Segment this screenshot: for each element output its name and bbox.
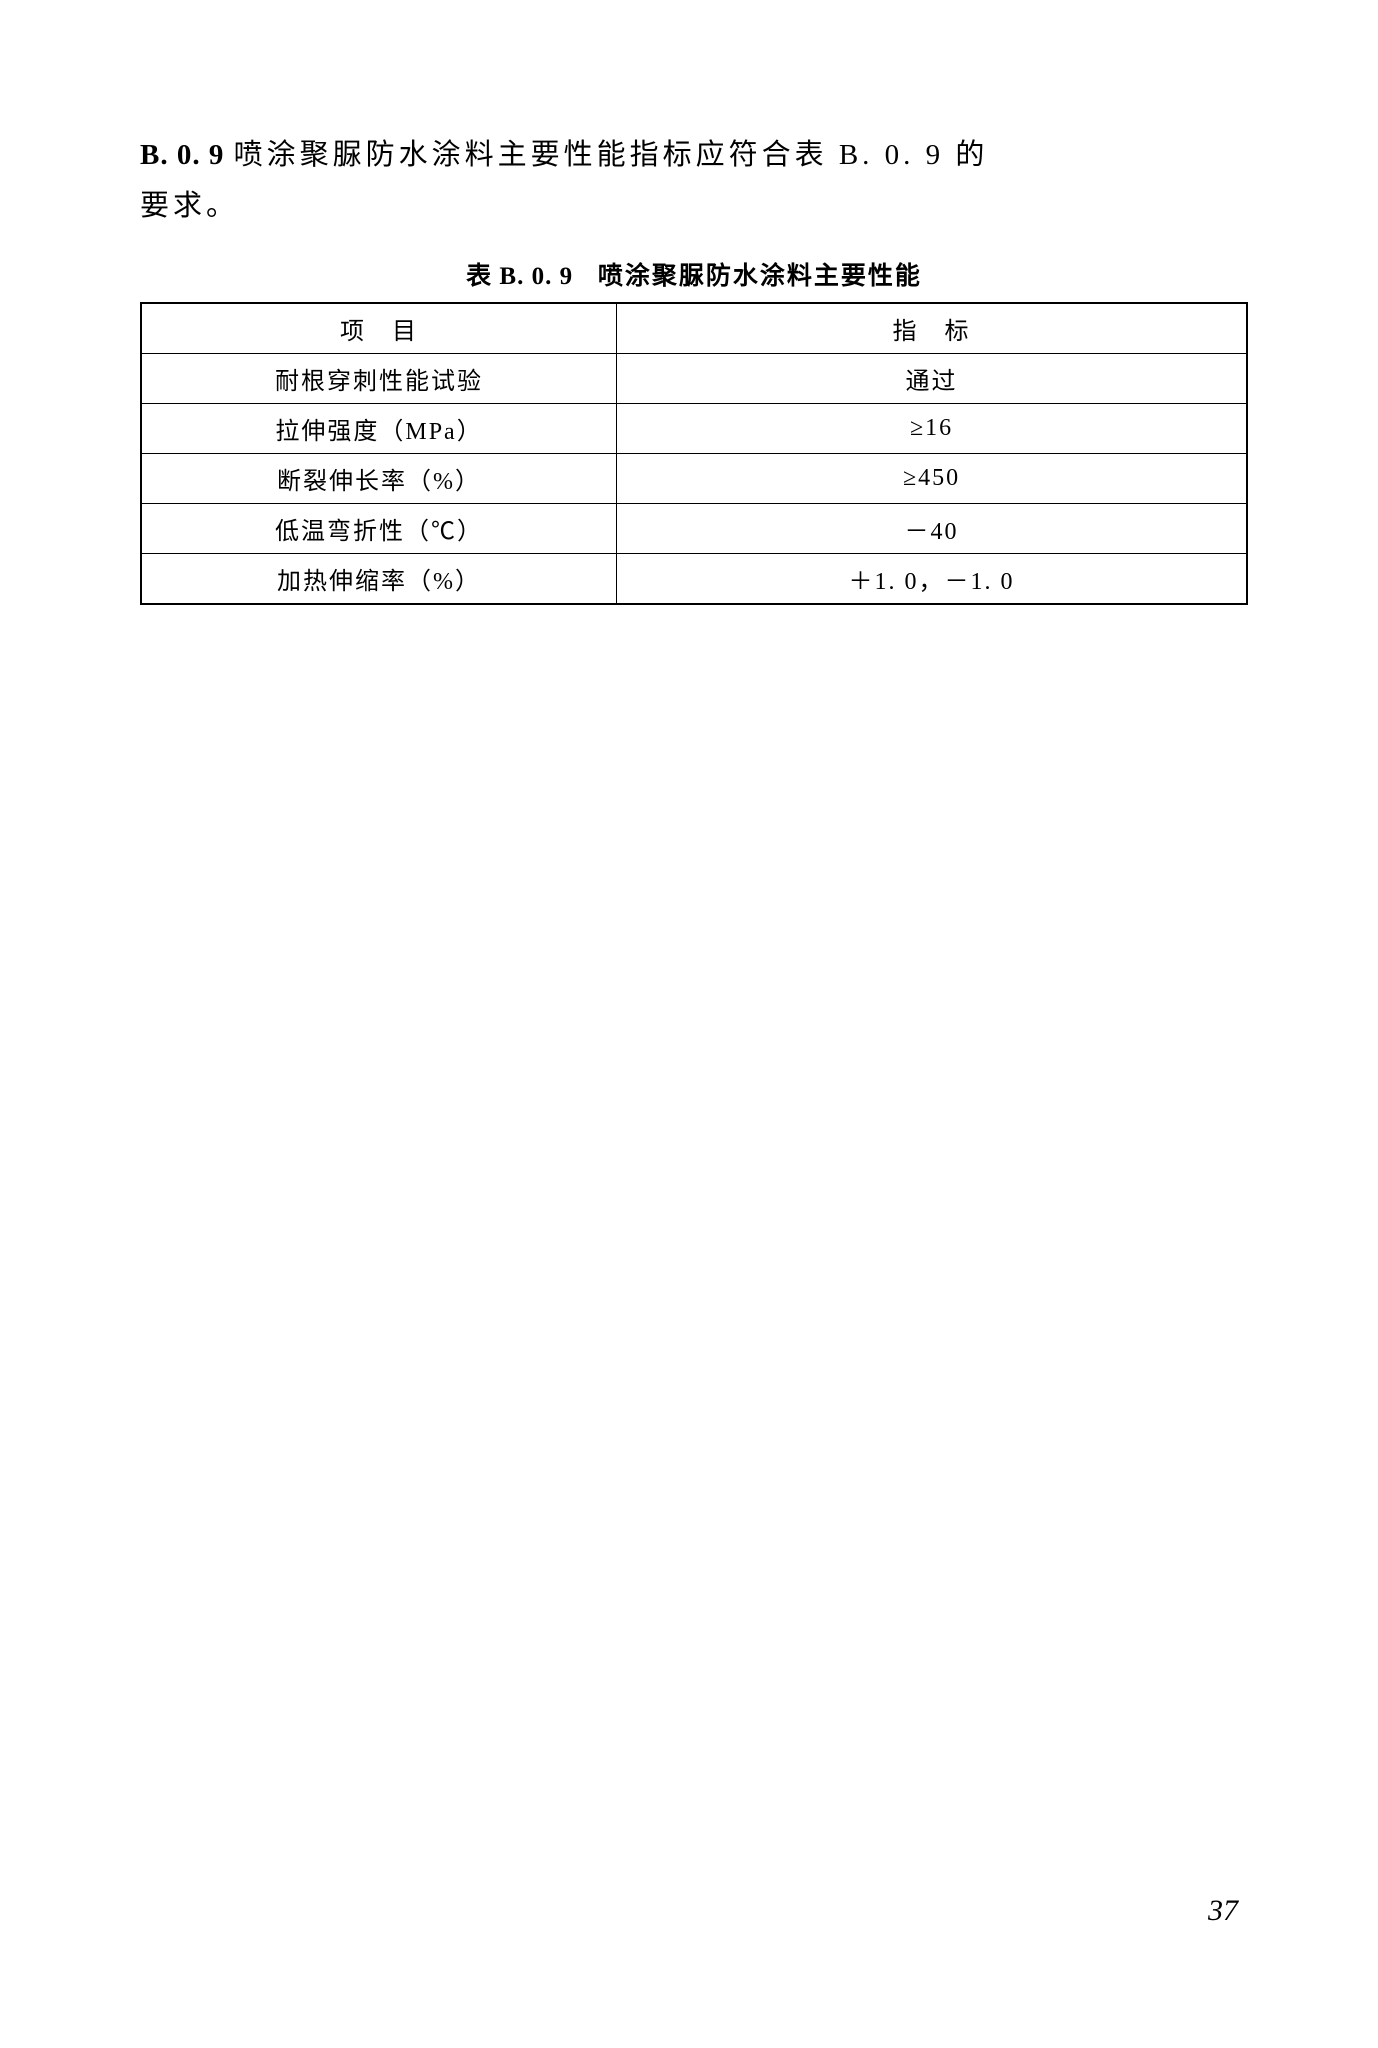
table-caption: 表 B. 0. 9 喷涂聚脲防水涂料主要性能: [140, 256, 1248, 292]
section-heading: B. 0. 9 喷涂聚脲防水涂料主要性能指标应符合表 B. 0. 9 的 要求。: [140, 130, 1248, 232]
table-cell-value: ≥450: [617, 453, 1247, 503]
table-cell-item: 加热伸缩率（%）: [141, 553, 617, 604]
table-cell-item: 拉伸强度（MPa）: [141, 403, 617, 453]
section-text-line1: 喷涂聚脲防水涂料主要性能指标应符合表 B. 0. 9 的: [234, 139, 989, 171]
table-row: 加热伸缩率（%） ＋1. 0，－1. 0: [141, 553, 1247, 604]
table-cell-item: 断裂伸长率（%）: [141, 453, 617, 503]
table-cell-value: 通过: [617, 353, 1247, 403]
table-cell-item: 低温弯折性（℃）: [141, 503, 617, 553]
table-header-row: 项 目 指 标: [141, 303, 1247, 354]
table-row: 低温弯折性（℃） －40: [141, 503, 1247, 553]
table-cell-item: 耐根穿刺性能试验: [141, 353, 617, 403]
page-number: 37: [1208, 1894, 1238, 1928]
table-caption-text: 喷涂聚脲防水涂料主要性能: [598, 263, 922, 290]
table-row: 耐根穿刺性能试验 通过: [141, 353, 1247, 403]
table-header-index: 指 标: [617, 303, 1247, 354]
section-number: B. 0. 9: [140, 139, 224, 171]
table-header-item: 项 目: [141, 303, 617, 354]
table-cell-value: －40: [617, 503, 1247, 553]
section-text-line2: 要求。: [140, 190, 239, 222]
table-cell-value: ＋1. 0，－1. 0: [617, 553, 1247, 604]
table-cell-value: ≥16: [617, 403, 1247, 453]
table-row: 拉伸强度（MPa） ≥16: [141, 403, 1247, 453]
spec-table: 项 目 指 标 耐根穿刺性能试验 通过 拉伸强度（MPa） ≥16 断裂伸长率（…: [140, 302, 1248, 605]
table-caption-number: 表 B. 0. 9: [466, 263, 573, 290]
table-row: 断裂伸长率（%） ≥450: [141, 453, 1247, 503]
